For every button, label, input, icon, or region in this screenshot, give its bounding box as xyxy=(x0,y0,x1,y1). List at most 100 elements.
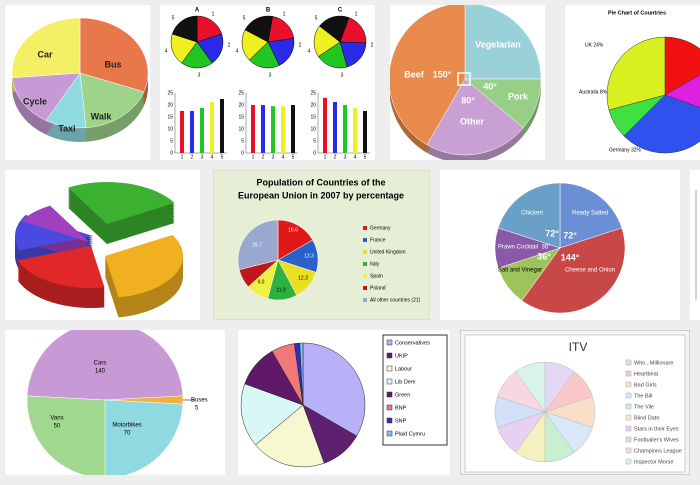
x-tick-label: 1 xyxy=(181,154,184,160)
bar-shape xyxy=(353,108,357,153)
y-tick-label: 20 xyxy=(167,102,173,108)
slice-number: 3 xyxy=(341,72,344,78)
legend-label: Footballer's Wives xyxy=(634,437,679,443)
result-thumbnail[interactable]: Conservatives UKIP Labour Lib Dem Green BNP SN… xyxy=(238,330,450,475)
bar-shape xyxy=(190,111,194,153)
x-tick-label: 1 xyxy=(324,154,327,160)
pie-title: A xyxy=(195,8,200,14)
chart-title: Pie Chart of Countries xyxy=(608,10,666,16)
slice-number: 4 xyxy=(308,48,311,54)
slice-label: Pork xyxy=(508,91,529,101)
chart-title: ITV xyxy=(569,340,588,354)
value-label: 11.9 xyxy=(276,287,286,293)
pie-slice xyxy=(104,399,184,475)
pie-slice xyxy=(515,361,546,413)
pie-slice xyxy=(11,17,81,79)
legend-swatch xyxy=(386,352,393,359)
pie-slice xyxy=(302,342,366,437)
legend-swatch xyxy=(386,430,393,437)
legend-label: BNP xyxy=(395,405,407,411)
slice-number: 5 xyxy=(315,15,318,21)
pie-slice xyxy=(255,404,325,468)
slice-label: Chicken xyxy=(521,211,543,217)
legend-label: Bad Girls xyxy=(634,382,657,388)
slice-label: Germany 32% xyxy=(609,147,642,153)
bar-shape xyxy=(210,102,214,153)
pie-slice xyxy=(21,205,89,242)
legend-swatch xyxy=(363,238,367,242)
x-tick-label: 3 xyxy=(272,154,275,160)
pie-slice xyxy=(606,36,666,111)
y-tick-label: 10 xyxy=(310,126,316,132)
pie-slice xyxy=(319,15,350,43)
result-thumbnail[interactable]: Pie Chart of Countries UK 24% Australia … xyxy=(565,5,700,160)
legend-swatch xyxy=(625,359,632,366)
legend-swatch xyxy=(386,417,393,424)
slice-number: 2 xyxy=(299,42,302,48)
slice-number: 1 xyxy=(283,11,286,17)
bar-shape xyxy=(333,102,337,153)
result-thumbnail[interactable]: Population of Countries of the European … xyxy=(213,170,430,320)
pie-slice xyxy=(664,74,700,109)
legend-label: Conservatives xyxy=(395,340,430,346)
slice-label: Prawn Cocktail xyxy=(498,245,538,251)
y-tick-label: 10 xyxy=(238,126,244,132)
result-thumbnail[interactable]: Car Bus Cycle Walk Taxi xyxy=(5,5,150,160)
pie-title: C xyxy=(338,8,343,14)
legend-label: Spain xyxy=(370,273,383,279)
value-label: 9.0 xyxy=(258,279,265,285)
x-tick-label: 3 xyxy=(344,154,347,160)
bar-shape xyxy=(261,105,265,153)
slice-number: 2 xyxy=(228,42,231,48)
angle-label: 150° xyxy=(433,69,452,79)
legend-swatch xyxy=(363,274,367,278)
slice-label: Bus xyxy=(104,59,121,69)
y-tick-label: 15 xyxy=(238,114,244,120)
angle-label: 40° xyxy=(483,81,497,91)
x-tick-label: 2 xyxy=(262,154,265,160)
pie-slice xyxy=(464,5,542,80)
legend-label: Labour xyxy=(395,366,412,372)
x-tick-label: 5 xyxy=(221,154,224,160)
legend-label: Blind Date xyxy=(634,415,659,421)
legend-label: Germany xyxy=(370,225,391,231)
slice-number: 1 xyxy=(355,11,358,17)
bar-shape xyxy=(180,111,184,153)
legend-swatch xyxy=(625,381,632,388)
pie-slice xyxy=(68,182,175,224)
legend-label: France xyxy=(370,237,386,243)
bar-shape xyxy=(271,106,275,153)
value-label: 12.3 xyxy=(298,275,308,281)
legend-swatch xyxy=(386,404,393,411)
result-thumbnail[interactable]: ITV Who...Millionare Heartbeat Bad Girls Th… xyxy=(460,330,690,475)
pie-slice xyxy=(559,182,623,249)
y-tick-label: 20 xyxy=(310,102,316,108)
legend-label: The Vile xyxy=(634,404,654,410)
legend-swatch xyxy=(363,250,367,254)
tile-bg xyxy=(690,170,700,320)
legend-swatch xyxy=(625,425,632,432)
legend-label: All other countries (21) xyxy=(370,297,421,303)
slice-number: 3 xyxy=(198,72,201,78)
result-thumbnail[interactable]: Chicken Ready Salted Prawn Cocktail Salt… xyxy=(440,170,680,320)
slice-number: 1 xyxy=(212,11,215,17)
result-thumbnail[interactable]: Vegetarian Beef Pork Other 150° 40° 80° xyxy=(389,3,545,163)
x-tick-label: 4 xyxy=(211,154,214,160)
slice-label: Cheese and Onion xyxy=(565,268,615,274)
pie-slice xyxy=(26,330,184,401)
legend-swatch xyxy=(386,378,393,385)
slice-value: 140 xyxy=(95,369,106,375)
y-tick-label: 0 xyxy=(170,150,173,156)
legend-box xyxy=(382,334,448,446)
pie-slice xyxy=(623,94,700,154)
angle-marker xyxy=(457,72,471,86)
slice-label: Car xyxy=(37,49,53,59)
slice-number: 5 xyxy=(243,15,246,21)
angle-label: 36° xyxy=(537,251,551,261)
result-thumbnail[interactable] xyxy=(5,170,200,320)
slice-value: 5 xyxy=(195,406,199,412)
result-thumbnail[interactable]: Cars 140 Vans 50 Motorbikes 70 Buses 5 xyxy=(5,322,225,478)
result-thumbnail[interactable] xyxy=(690,170,700,320)
slice-label: Cycle xyxy=(23,96,47,106)
